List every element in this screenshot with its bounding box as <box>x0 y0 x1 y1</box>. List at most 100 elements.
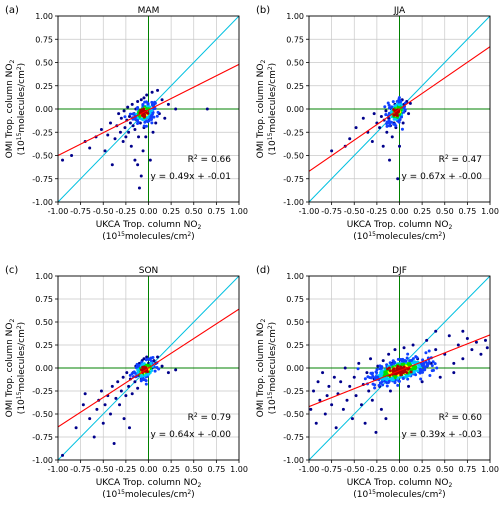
y-tick-label: 0.25 <box>286 82 304 91</box>
units-exponent: 15 <box>117 231 125 238</box>
scatter-point <box>124 135 128 139</box>
units-close: ) <box>268 322 278 326</box>
scatter-point-dense <box>135 364 139 368</box>
scatter-point <box>108 121 112 125</box>
scatter-point <box>103 149 107 153</box>
scatter-point <box>438 375 442 379</box>
scatter-point <box>327 384 331 388</box>
scatter-point-dense <box>424 351 428 355</box>
scatter-point-dense <box>356 367 360 371</box>
scatter-point-dense <box>385 124 389 128</box>
scatter-point-dense <box>383 105 387 109</box>
scatter-point <box>150 90 154 94</box>
regression-line <box>58 308 239 428</box>
scatter-point <box>369 357 373 361</box>
scatter-point <box>152 359 156 363</box>
scatter-point <box>401 121 405 125</box>
scatter-point-dense <box>145 107 149 111</box>
x-axis-units: (1015molecules/cm2) <box>102 489 194 500</box>
y-axis-units: (1015molecules/cm2) <box>16 63 27 155</box>
x-tick-label: -1.00 <box>299 465 320 474</box>
scatter-point <box>434 329 438 333</box>
y-tick-label: -0.75 <box>32 433 53 442</box>
scatter-point-dense <box>404 359 408 363</box>
y-tick-label: 0.00 <box>286 105 304 114</box>
y-axis-label-text: OMI Trop. column NO <box>5 64 15 159</box>
scatter-point-dense <box>153 101 157 105</box>
scatter-point <box>376 364 380 368</box>
scatter-point <box>396 177 400 181</box>
scatter-point-dense <box>380 369 384 373</box>
scatter-point-dense <box>397 379 401 383</box>
scatter-point-dense <box>155 114 159 118</box>
scatter-point-dense <box>373 383 377 387</box>
units-mid: molecules/cm <box>17 329 27 391</box>
units-mid: molecules/cm <box>376 232 438 242</box>
scatter-point-dense <box>391 100 395 104</box>
scatter-point <box>119 389 123 393</box>
scatter-point-dense <box>377 383 381 387</box>
scatter-point <box>141 149 145 153</box>
scatter-point-dense <box>143 115 147 118</box>
units-exponent-2: 2 <box>438 489 442 496</box>
scatter-point <box>354 394 358 398</box>
scatter-point <box>113 137 117 141</box>
scatter-point-dense <box>385 384 389 388</box>
scatter-point <box>166 371 170 375</box>
scatter-point <box>402 346 406 350</box>
units-mid: molecules/cm <box>268 70 278 132</box>
scatter-point <box>330 403 334 407</box>
panel-son: -1.00 -0.75 -0.50 -0.25 0.00 0.25 0.50 0.75 1.00… <box>5 265 248 500</box>
scatter-point-dense <box>370 371 374 375</box>
scatter-point <box>205 107 209 111</box>
scatter-point-dense <box>389 110 393 114</box>
scatter-point <box>420 380 424 384</box>
regression-line <box>58 63 239 156</box>
scatter-point <box>119 116 123 120</box>
units-close: ) <box>442 490 446 500</box>
scatter-point-dense <box>144 358 148 362</box>
scatter-point <box>122 109 126 113</box>
scatter-point-dense <box>409 370 413 374</box>
panel-label: (d) <box>256 265 270 276</box>
scatter-point <box>133 380 137 384</box>
r2-superscript: 2 <box>445 154 449 161</box>
scatter-point <box>101 421 105 425</box>
y-axis-label: OMI Trop. column NO2 <box>256 319 267 418</box>
scatter-point <box>131 124 135 128</box>
y-tick-label: -1.00 <box>283 198 304 207</box>
x-tick-label: 0.00 <box>391 465 409 474</box>
scatter-point-dense <box>397 103 401 107</box>
x-axis-label-subscript: 2 <box>197 224 201 231</box>
scatter-point-dense <box>414 355 418 359</box>
units-mid: molecules/cm <box>376 490 438 500</box>
r2-prefix: R <box>439 155 445 165</box>
scatter-point-dense <box>427 349 431 353</box>
scatter-point-dense <box>384 113 388 117</box>
scatter-point <box>379 407 383 411</box>
plot-area <box>58 16 239 202</box>
axes-frame <box>57 15 240 203</box>
axes-frame <box>308 275 491 461</box>
units-open: (10 <box>353 232 368 242</box>
y-tick-label: -1.00 <box>283 456 304 465</box>
y-tick-label: -0.50 <box>32 152 53 161</box>
regression-line <box>309 334 490 408</box>
x-axis-label-subscript: 2 <box>448 482 452 489</box>
scatter-point-dense <box>141 362 145 366</box>
x-axis-label: UKCA Trop. column NO2 <box>347 220 453 231</box>
scatter-point <box>61 158 65 162</box>
scatter-point-dense <box>402 362 406 366</box>
scatter-point <box>390 135 394 139</box>
fit-equation: y = 0.64x + -0.00 <box>150 430 231 440</box>
scatter-point-dense <box>433 362 437 366</box>
scatter-point-dense <box>396 383 400 387</box>
r2-value: 0.47 <box>462 155 482 165</box>
scatter-point <box>74 426 78 430</box>
scatter-point <box>321 371 325 375</box>
scatter-point-dense <box>387 379 391 383</box>
scatter-point <box>127 384 131 388</box>
x-tick-label: -0.75 <box>70 207 91 216</box>
y-tick-label: 0.50 <box>286 318 304 327</box>
units-exponent: 15 <box>267 132 274 140</box>
